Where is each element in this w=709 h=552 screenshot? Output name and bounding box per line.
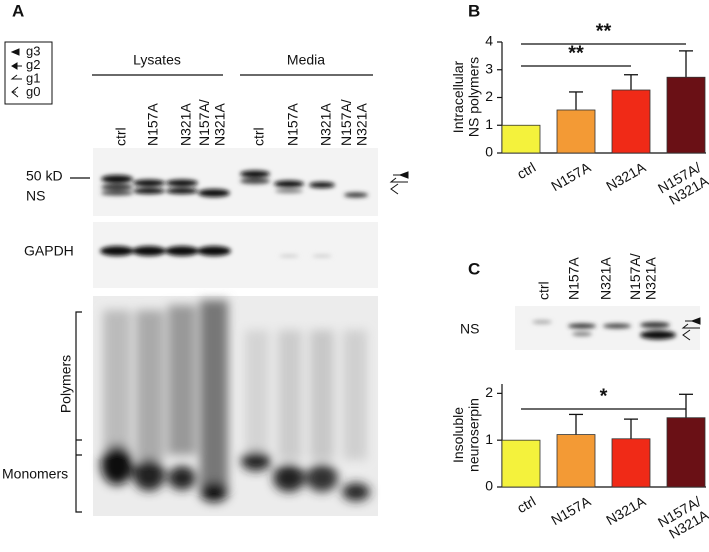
blot-label: NS	[26, 188, 45, 204]
bar	[611, 438, 651, 488]
lane-label-group: N321A	[598, 257, 614, 300]
lane-label: ctrl	[113, 127, 129, 146]
blot-label: GAPDH	[24, 243, 74, 259]
y-axis-label-group: IntracellularNS polymers	[450, 57, 481, 137]
lane-label-group: N157A	[285, 103, 301, 146]
legend-label: g1	[26, 70, 40, 85]
bar	[666, 417, 706, 488]
lane-label: ctrl	[251, 127, 267, 146]
y-tick-label: 2	[485, 384, 493, 400]
lane-label-group: N157A/N321A	[196, 99, 227, 146]
x-tick-label: N157A	[548, 159, 594, 195]
lane-label: N157A/N321A	[627, 253, 658, 300]
polymer-blot	[93, 296, 378, 516]
blot-label-group: Polymers	[58, 355, 74, 413]
blot-label: Polymers	[58, 355, 74, 413]
legend-box	[4, 41, 53, 105]
panel-label: A	[12, 1, 24, 20]
lane-label-group: ctrl	[536, 281, 552, 300]
x-tick-label-group: ctrl	[514, 493, 538, 516]
significance-label: *	[600, 385, 608, 407]
panel-label: C	[468, 259, 480, 278]
bar	[556, 109, 596, 154]
y-tick-label: 4	[485, 33, 493, 49]
x-tick-label: N321A	[603, 493, 649, 529]
lane-label: N157A/N321A	[338, 99, 369, 146]
lane-label: N157A/N321A	[196, 99, 227, 146]
x-tick-label-group: ctrl	[514, 159, 538, 182]
blot-label: Monomers	[2, 466, 68, 482]
y-axis-label-group: Insolubleneuroserpin	[450, 398, 481, 472]
lane-label-group: N157A/N321A	[338, 99, 369, 146]
legend-label: g0	[26, 84, 40, 99]
x-tick-label: ctrl	[514, 493, 538, 516]
brackets	[75, 311, 82, 513]
y-tick-label: 3	[485, 60, 493, 76]
group-label: Lysates	[133, 52, 181, 68]
x-tick-label: N157A/N321A	[655, 159, 709, 210]
lane-label-group: N157A	[566, 257, 582, 300]
y-tick-label: 1	[485, 116, 493, 132]
panel-label: B	[468, 1, 480, 20]
x-tick-label-group: N321A	[603, 493, 649, 529]
marker-label: 50 kD	[26, 168, 63, 184]
bar	[611, 89, 651, 154]
bar	[501, 124, 541, 154]
y-tick-label: 0	[485, 478, 493, 494]
y-tick-label: 1	[485, 431, 493, 447]
x-tick-label-group: N157A	[548, 493, 594, 529]
significance-label: **	[568, 42, 584, 64]
x-tick-label-group: N157A/N321A	[655, 159, 709, 210]
lane-label: N321A	[178, 103, 194, 146]
lane-label-group: N321A	[178, 103, 194, 146]
significance-label: **	[596, 20, 612, 42]
lane-label-group: ctrl	[251, 127, 267, 146]
bar	[666, 76, 706, 154]
ns-blot	[93, 148, 378, 216]
x-tick-label-group: N321A	[603, 159, 649, 195]
lane-label-group: N157A/N321A	[627, 253, 658, 300]
lane-label-group: N321A	[318, 103, 334, 146]
x-tick-label: ctrl	[514, 159, 538, 182]
gapdh-blot	[93, 222, 378, 288]
lane-label: N157A	[145, 103, 161, 146]
lane-label: N321A	[598, 257, 614, 300]
x-tick-label-group: N157A/N321A	[655, 493, 709, 544]
x-tick-label: N157A	[548, 493, 594, 529]
legend-label: g3	[26, 43, 40, 58]
x-tick-label: N321A	[603, 159, 649, 195]
x-tick-label: N157A/N321A	[655, 493, 709, 544]
y-axis-label: Insolubleneuroserpin	[450, 398, 481, 472]
lane-label: ctrl	[536, 281, 552, 300]
bar	[556, 434, 596, 488]
y-tick-label: 0	[485, 144, 493, 160]
bar	[501, 439, 541, 488]
group-label: Media	[287, 52, 325, 68]
lane-label: N157A	[285, 103, 301, 146]
legend-icons	[10, 48, 22, 98]
x-tick-label-group: N157A	[548, 159, 594, 195]
lane-label-group: ctrl	[113, 127, 129, 146]
y-tick-label: 2	[485, 88, 493, 104]
blot-label: NS	[460, 321, 479, 337]
c-blot	[515, 306, 701, 350]
lane-label: N157A	[566, 257, 582, 300]
y-axis-label: IntracellularNS polymers	[450, 57, 481, 137]
lane-label: N321A	[318, 103, 334, 146]
band-arrows	[389, 171, 409, 195]
legend-label: g2	[26, 57, 40, 72]
lane-label-group: N157A	[145, 103, 161, 146]
